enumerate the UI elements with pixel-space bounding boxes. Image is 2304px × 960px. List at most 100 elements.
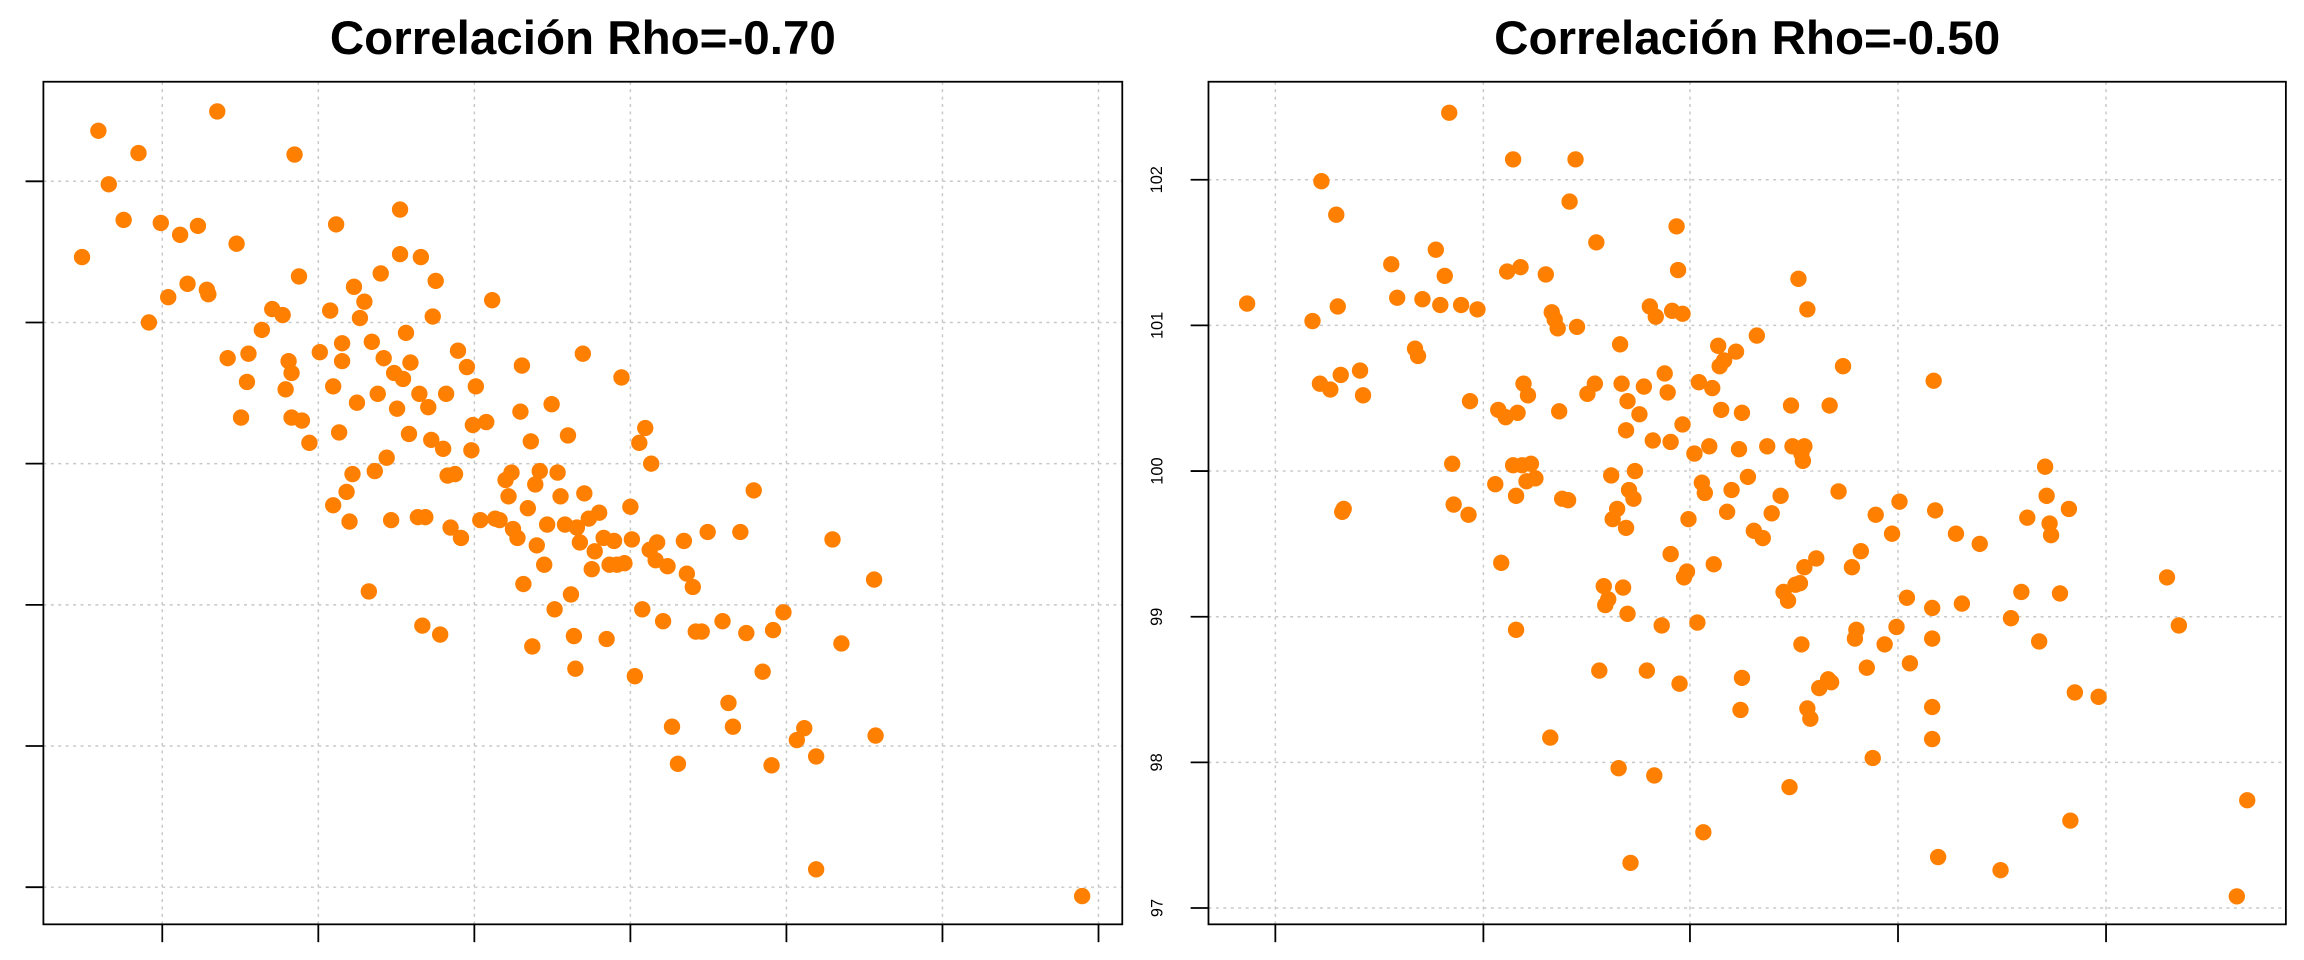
point	[538, 516, 556, 533]
point	[1445, 496, 1462, 513]
point	[1304, 312, 1321, 330]
point	[424, 308, 441, 325]
point	[1690, 374, 1708, 391]
point	[1794, 452, 1812, 470]
point	[1858, 659, 1875, 676]
point	[562, 586, 580, 603]
point	[130, 144, 147, 162]
point	[1588, 234, 1605, 251]
point	[867, 727, 884, 744]
point	[458, 358, 476, 376]
point	[397, 324, 415, 342]
point	[1662, 545, 1679, 563]
point	[1441, 104, 1458, 121]
point	[543, 396, 560, 413]
point	[1924, 730, 1941, 748]
point	[115, 211, 132, 229]
point	[391, 201, 409, 218]
point	[684, 578, 701, 596]
point	[2031, 633, 2048, 650]
point	[1622, 854, 1639, 872]
point	[1888, 618, 1905, 636]
point	[1542, 729, 1559, 746]
point	[586, 543, 603, 560]
y-tick-label: 97	[1148, 899, 1166, 917]
point	[1680, 510, 1697, 528]
point	[807, 748, 825, 765]
point	[1653, 617, 1670, 634]
point	[1730, 441, 1748, 458]
point	[1830, 483, 1847, 500]
point	[536, 556, 553, 573]
point	[1671, 675, 1688, 692]
point	[2002, 609, 2020, 627]
point	[356, 293, 373, 310]
point	[1600, 591, 1617, 608]
point	[513, 357, 531, 374]
point	[345, 278, 363, 295]
point	[807, 861, 825, 878]
point	[1313, 173, 1330, 190]
point	[1617, 519, 1635, 537]
point	[1351, 362, 1369, 379]
point	[1924, 599, 1941, 617]
point	[1898, 589, 1916, 606]
point	[1656, 365, 1673, 382]
point	[1507, 621, 1525, 638]
point	[322, 302, 339, 319]
point	[363, 333, 380, 350]
point	[824, 531, 841, 548]
point	[1732, 701, 1749, 719]
point	[1796, 438, 1813, 455]
point	[1779, 592, 1797, 609]
point	[1710, 337, 1727, 354]
point	[1754, 529, 1771, 547]
point	[394, 370, 412, 388]
point	[796, 720, 813, 737]
point	[463, 442, 480, 459]
point	[648, 534, 666, 551]
point	[400, 425, 418, 443]
point	[240, 345, 257, 362]
point	[1864, 749, 1881, 767]
point	[2038, 487, 2055, 504]
point	[565, 627, 583, 645]
point	[2036, 458, 2054, 475]
point	[1512, 258, 1529, 276]
point	[382, 511, 400, 529]
point	[1929, 848, 1947, 866]
point	[1614, 579, 1632, 596]
point	[1527, 470, 1544, 487]
point	[1686, 445, 1703, 462]
point	[464, 416, 482, 434]
point	[663, 718, 681, 735]
point	[669, 755, 687, 773]
point	[512, 403, 529, 420]
point	[524, 638, 541, 655]
point	[491, 511, 508, 529]
point	[228, 235, 245, 252]
point	[1674, 305, 1691, 322]
point	[775, 604, 792, 621]
point	[1332, 366, 1349, 384]
point	[1427, 241, 1445, 258]
point	[1460, 506, 1477, 523]
point	[654, 613, 672, 630]
point	[1469, 301, 1486, 318]
point	[519, 500, 537, 517]
point	[1549, 320, 1566, 337]
point	[372, 265, 389, 282]
point	[283, 364, 300, 382]
point	[1704, 379, 1721, 397]
point	[1551, 403, 1568, 420]
point	[678, 565, 696, 582]
point	[1843, 559, 1861, 576]
chart-title: Correlación Rho=-0.70	[330, 12, 836, 65]
point	[616, 555, 633, 572]
point	[391, 245, 409, 263]
point	[423, 431, 440, 449]
point	[375, 349, 392, 367]
point	[1678, 563, 1696, 580]
point	[1559, 492, 1577, 509]
